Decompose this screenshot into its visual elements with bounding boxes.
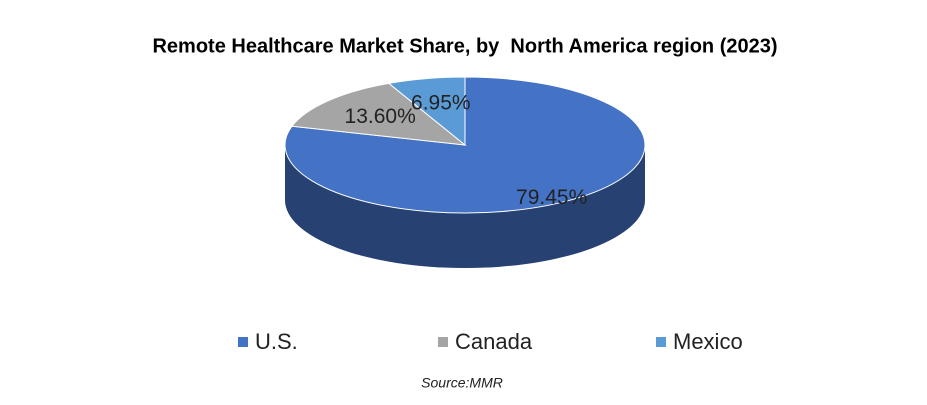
slice (291, 82, 467, 146)
slice-side (285, 145, 645, 268)
data-label: 79.45% (516, 186, 587, 209)
legend-label: Mexico (673, 329, 743, 354)
legend-swatch (438, 337, 448, 347)
source: Source:MMR (421, 375, 503, 391)
slice-side-shade (285, 145, 645, 268)
legend-swatch (238, 337, 248, 347)
legend-swatch (656, 337, 666, 347)
data-label: 13.60% (345, 105, 416, 128)
chart-title: Remote Healthcare Market Share, by North… (152, 35, 777, 57)
legend-label: Canada (455, 329, 533, 354)
data-label: 6.95% (411, 91, 471, 114)
legend-label: U.S. (255, 329, 298, 354)
slice (387, 76, 466, 147)
